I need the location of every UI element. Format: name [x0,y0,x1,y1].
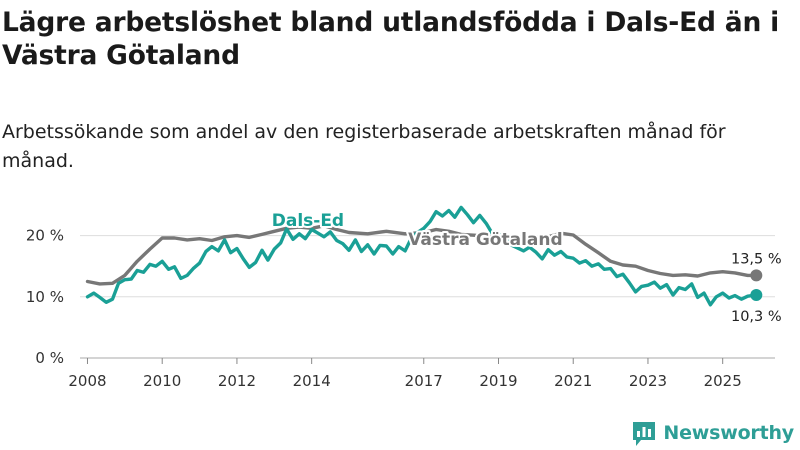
x-tick-label: 2012 [218,372,256,390]
end-label-dals-ed: 10,3 % [731,309,782,325]
series-label-dals-ed: Dals-Ed [272,211,344,231]
brand: Newsworthy [633,420,794,446]
x-tick-label: 2008 [68,372,106,390]
x-tick-label: 2014 [293,372,331,390]
x-tick-label: 2017 [405,372,443,390]
x-tick-label: 2019 [479,372,517,390]
x-tick-label: 2025 [704,372,742,390]
newsworthy-logo-icon [633,422,656,446]
annotation-layer: 13,5 % 10,3 % Dals-Ed Västra Götaland [270,209,782,325]
brand-name: Newsworthy [663,422,794,444]
x-tick-label: 2021 [554,372,592,390]
series-line-v-stra-g-taland [85,224,758,286]
series-line-dals-ed [85,205,758,307]
y-tick-label: 0 % [35,349,64,367]
end-label-v-stra-g-taland: 13,5 % [731,251,782,267]
end-marker-v-stra-g-taland [750,269,763,282]
y-tick-label: 10 % [26,288,64,306]
chart-subtitle: Arbetssökande som andel av den registerb… [2,121,726,172]
x-tick-label: 2023 [629,372,667,390]
series-label-v-stra-g-taland: Västra Götaland [408,230,563,250]
grid-layer: 0 % 10 % 20 % 2008 2010 2012 2014 2017 2019 2021 2… [26,227,775,390]
y-tick-label: 20 % [26,227,64,245]
series-layer [85,205,763,307]
x-tick-label: 2010 [143,372,181,390]
end-marker-dals-ed [750,288,763,301]
chart-title: Lägre arbetslöshet bland utlandsfödda i … [2,7,780,71]
